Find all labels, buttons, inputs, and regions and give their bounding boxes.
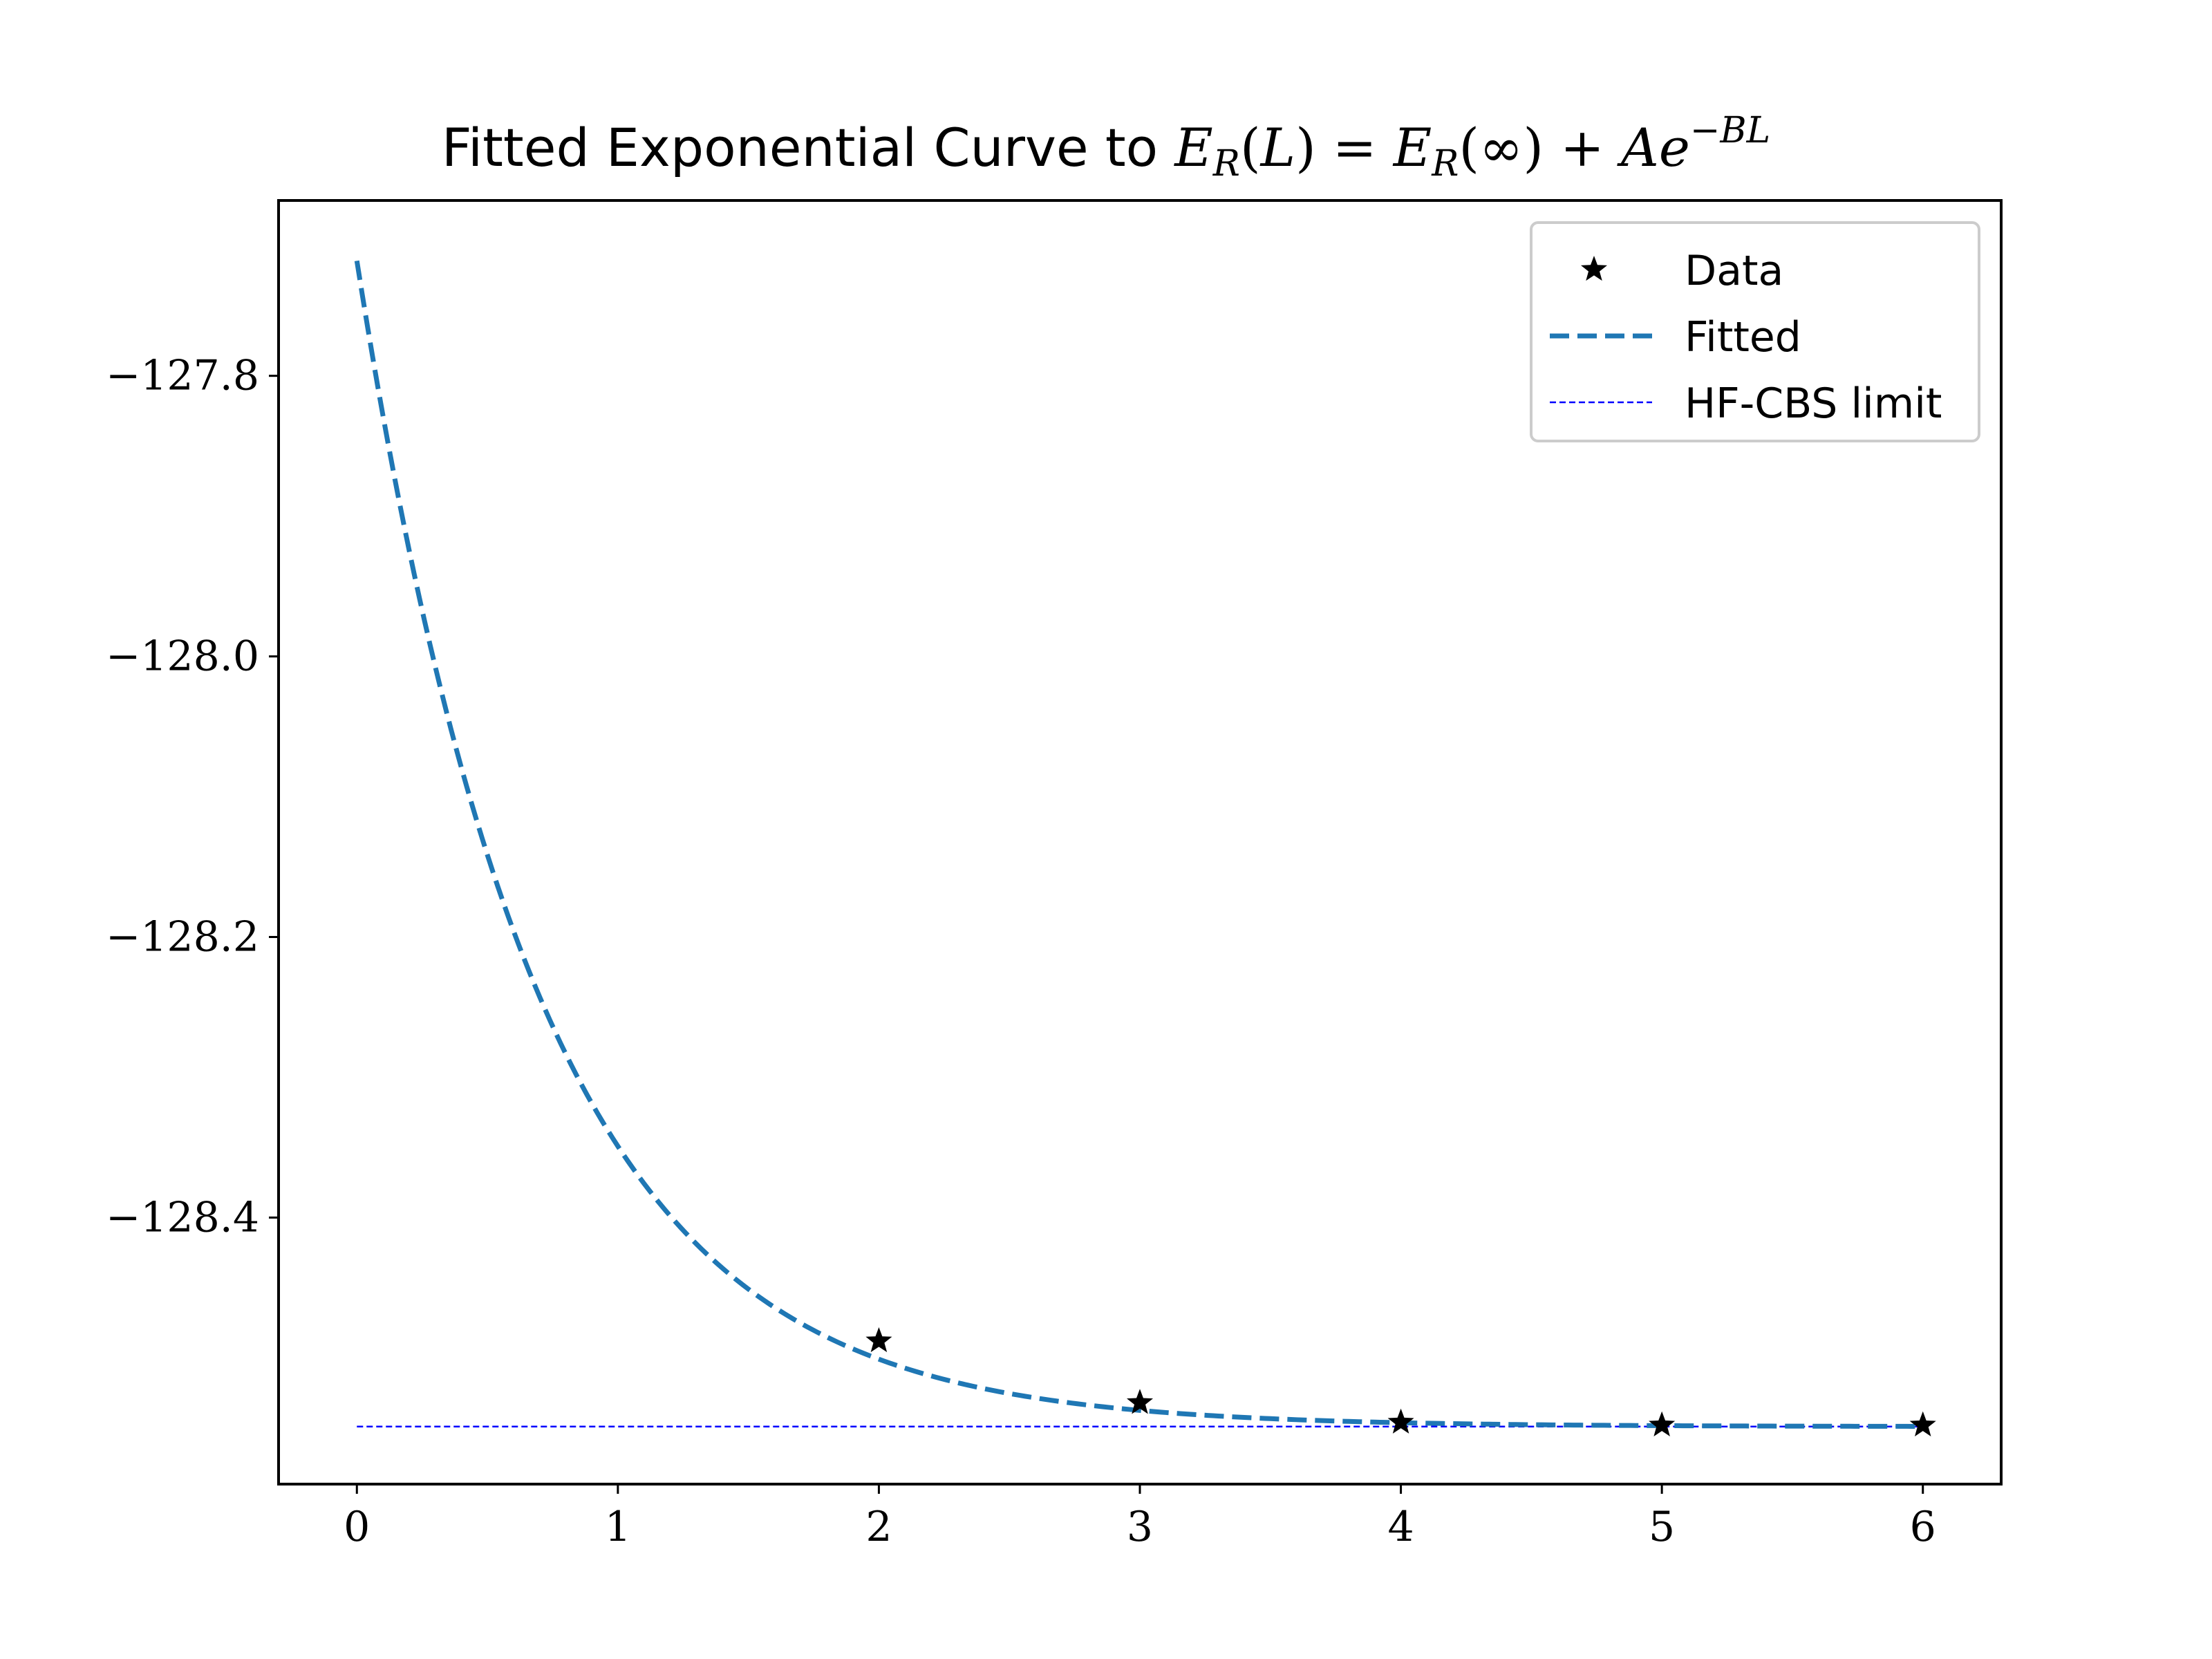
x-tick-label: 6: [1910, 1503, 1936, 1551]
x-tick-label: 5: [1649, 1503, 1675, 1551]
chart-title-prefix: Fitted Exponential Curve to: [442, 117, 1174, 178]
x-tick-label: 3: [1127, 1503, 1153, 1551]
x-tick-label: 0: [344, 1503, 370, 1551]
y-tick-label: −128.2: [106, 912, 259, 961]
x-tick-label: 4: [1387, 1503, 1414, 1551]
plot-area: [354, 260, 1936, 1436]
data-point-star: [1909, 1411, 1936, 1436]
x-tick-label: 1: [605, 1503, 631, 1551]
series-layer: [354, 260, 1936, 1436]
data-point-star: [865, 1327, 892, 1353]
data-point-star: [1126, 1389, 1154, 1414]
legend-label-hf-cbs-limit: HF-CBS limit: [1685, 379, 1942, 428]
y-axis: −127.8 −128.0 −128.2 −128.4: [106, 352, 279, 1241]
legend: Data Fitted HF-CBS limit: [1530, 221, 1980, 442]
legend-box: [1530, 221, 1980, 442]
chart-title: Fitted Exponential Curve to ER(L) = ER(∞…: [442, 110, 1770, 185]
legend-marker-data: [1580, 256, 1608, 281]
y-tick-label: −127.8: [106, 352, 259, 400]
data-point-star: [1387, 1408, 1414, 1434]
x-tick-label: 2: [865, 1503, 892, 1551]
y-tick-label: −128.0: [106, 632, 259, 681]
y-tick-label: −128.4: [106, 1193, 259, 1241]
x-axis: 0 1 2 3 4 5 6: [344, 1484, 1936, 1551]
data-point-star: [1649, 1411, 1676, 1436]
legend-label-data: Data: [1685, 247, 1783, 295]
legend-label-fitted: Fitted: [1685, 313, 1801, 362]
